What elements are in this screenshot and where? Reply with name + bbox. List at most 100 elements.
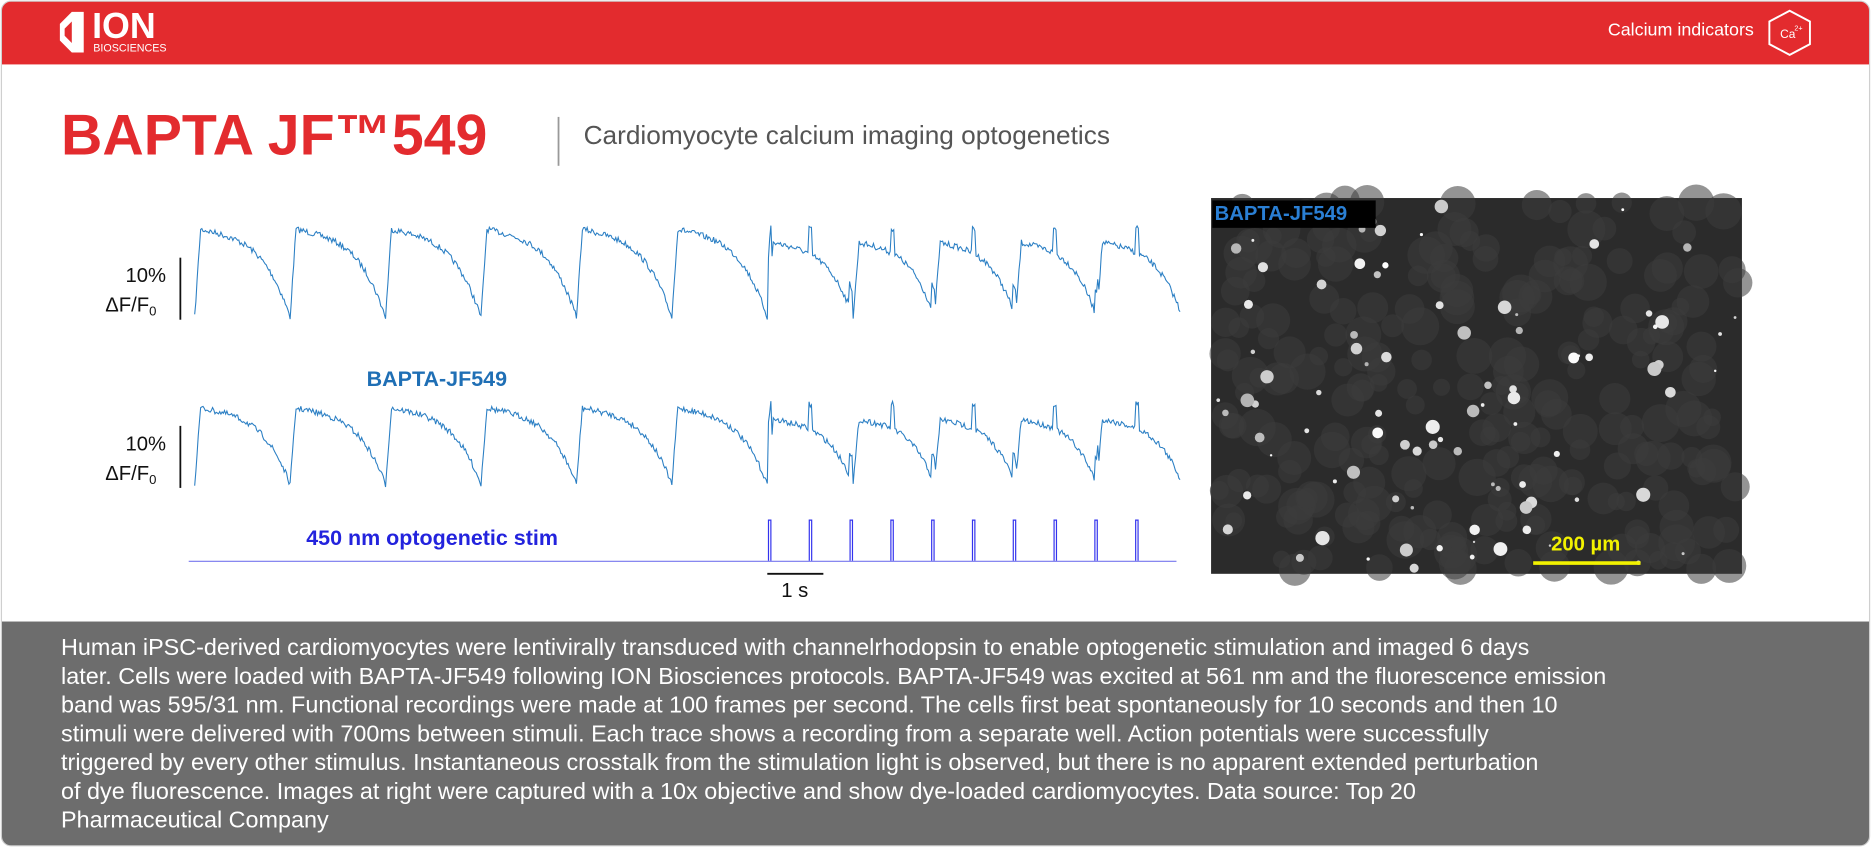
bright-spot <box>1515 326 1523 335</box>
description-line: of dye fluorescence. Images at right wer… <box>61 778 1416 804</box>
cell <box>1569 439 1591 461</box>
cell <box>1642 327 1661 345</box>
bright-spot <box>1412 446 1422 456</box>
bright-spot <box>1269 454 1273 457</box>
bright-spot <box>1315 530 1330 546</box>
unit-subscript: 0 <box>149 304 156 319</box>
stim-pulse <box>808 519 813 561</box>
cell <box>1368 445 1389 466</box>
bright-spot <box>1243 491 1252 500</box>
bright-spot <box>1491 482 1495 487</box>
cell <box>1577 329 1600 351</box>
bright-spot <box>1472 540 1476 544</box>
cell <box>1649 196 1685 231</box>
cell <box>1281 238 1312 269</box>
cell <box>1538 550 1570 582</box>
bright-spot <box>1655 315 1669 329</box>
cell <box>1686 553 1717 584</box>
bright-spot <box>1230 243 1242 254</box>
bright-spot <box>1434 199 1449 214</box>
bright-spot <box>1733 316 1737 319</box>
description-line: Pharmaceutical Company <box>61 807 329 833</box>
bright-spot <box>1399 543 1413 557</box>
bright-spot <box>1469 554 1475 560</box>
bright-spot <box>1354 258 1366 270</box>
cell <box>1608 315 1638 345</box>
bright-spot <box>1400 439 1410 450</box>
bright-spot <box>1316 279 1327 290</box>
stim-pulse <box>1094 519 1098 561</box>
cell <box>1510 431 1531 452</box>
bright-spot <box>1240 393 1255 408</box>
stim-pulse <box>971 519 976 561</box>
stim-pulse <box>767 519 772 561</box>
cell <box>1317 246 1354 282</box>
cell <box>1562 413 1598 449</box>
cell <box>1703 408 1721 427</box>
bright-spot <box>1652 324 1658 330</box>
cell <box>1220 276 1250 306</box>
bright-spot <box>1497 300 1512 315</box>
stim-pulse <box>890 519 894 561</box>
image-scale-label: 200 µm <box>1551 534 1620 556</box>
stim-pulse <box>1012 519 1017 561</box>
cell <box>1209 480 1229 500</box>
unit-subscript: 0 <box>149 472 156 487</box>
bright-spot <box>1553 450 1560 458</box>
bright-spot <box>1260 370 1274 384</box>
trace <box>194 224 1181 320</box>
cell <box>1532 465 1569 503</box>
cell <box>1456 338 1493 374</box>
bright-spot <box>1410 506 1415 510</box>
cell <box>1439 186 1476 222</box>
cell <box>1599 383 1631 415</box>
bright-spot <box>1507 391 1521 405</box>
cell <box>1307 545 1333 571</box>
logo-brand: ION <box>92 6 156 46</box>
bright-spot <box>1428 440 1438 449</box>
cell <box>1265 227 1282 245</box>
subtitle: Cardiomyocyte calcium imaging optogeneti… <box>584 120 1110 150</box>
description-panel <box>1 621 1870 846</box>
cell <box>1309 346 1329 366</box>
bright-spot <box>1372 427 1384 439</box>
cell <box>1432 378 1451 396</box>
bright-spot <box>1466 404 1480 418</box>
cell <box>1558 268 1585 294</box>
cell <box>1357 292 1389 324</box>
cell <box>1616 491 1636 512</box>
cell <box>1606 248 1633 274</box>
icon-symbol: Ca <box>1780 27 1796 41</box>
bright-spot <box>1409 563 1419 573</box>
cell <box>1212 503 1246 537</box>
cell <box>1530 427 1551 448</box>
trace-label: BAPTA-JF549 <box>367 367 507 391</box>
description-line: Human iPSC-derived cardiomyocytes were l… <box>61 634 1529 660</box>
cell <box>1658 490 1690 522</box>
cell <box>1296 487 1318 509</box>
cell <box>1397 379 1417 399</box>
header-bar <box>1 1 1870 65</box>
cell <box>1245 474 1270 498</box>
bright-spot <box>1254 432 1265 443</box>
cell <box>1583 306 1605 327</box>
cell <box>1678 184 1715 221</box>
cell <box>1429 243 1459 273</box>
bright-spot <box>1222 524 1233 535</box>
stim-pulse <box>849 519 854 561</box>
cell <box>1422 447 1456 481</box>
bright-spot <box>1392 495 1400 503</box>
bright-spot <box>1243 299 1253 309</box>
unit-text: ΔF/F <box>105 295 149 317</box>
cell <box>1712 548 1747 583</box>
bright-spot <box>1493 542 1508 556</box>
bright-spot <box>1585 353 1593 362</box>
cell <box>1403 515 1437 549</box>
bright-spot <box>1681 552 1685 556</box>
bright-spot <box>1522 525 1532 535</box>
cell <box>1665 390 1702 428</box>
trace <box>194 399 1181 488</box>
bright-spot <box>1453 447 1462 456</box>
